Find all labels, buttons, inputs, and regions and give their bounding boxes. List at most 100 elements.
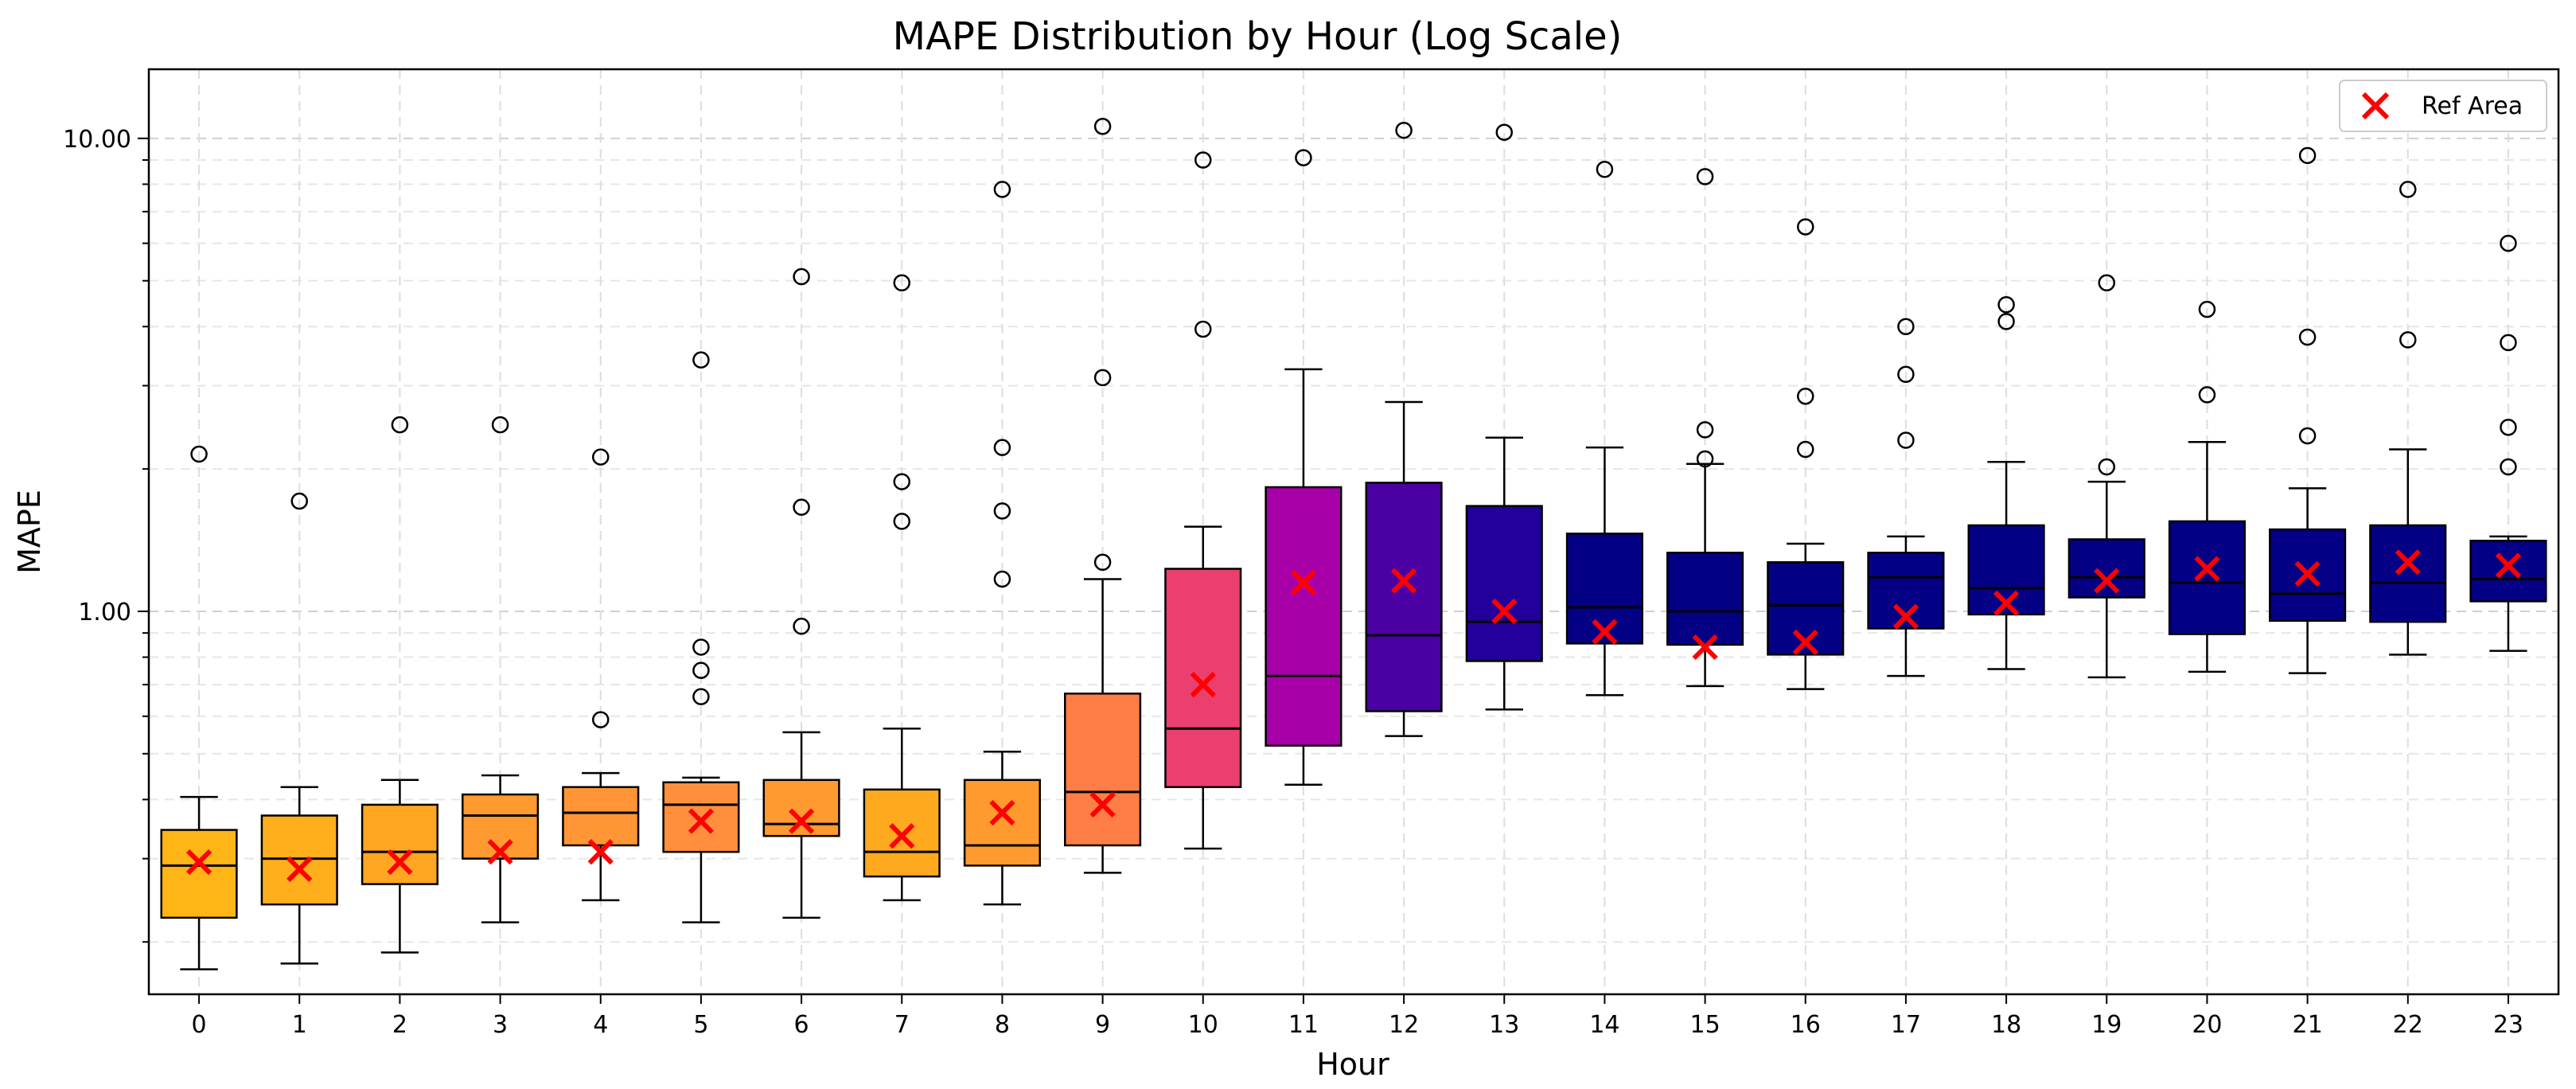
- x-tick-label: 9: [1095, 1011, 1110, 1039]
- x-tick-label: 3: [493, 1011, 508, 1039]
- box-hour-17: [1867, 318, 1945, 677]
- ref-area-marker: [1390, 568, 1417, 594]
- iqr-box: [1565, 533, 1643, 645]
- outlier-point: [692, 662, 710, 679]
- iqr-box: [1465, 505, 1543, 662]
- outlier-point: [2399, 331, 2417, 349]
- outlier-point: [893, 473, 910, 490]
- ref-area-marker: [2294, 560, 2321, 587]
- outlier-point: [290, 492, 308, 510]
- iqr-box: [160, 829, 238, 919]
- ref-area-marker: [1692, 634, 1718, 661]
- outlier-point: [1696, 168, 1714, 185]
- chart-title: MAPE Distribution by Hour (Log Scale): [893, 14, 1623, 59]
- iqr-box: [1164, 568, 1242, 788]
- box-hour-11: [1265, 149, 1343, 786]
- x-tick-label: 13: [1489, 1011, 1519, 1039]
- box-hour-16: [1767, 218, 1845, 690]
- box-hour-2: [360, 416, 438, 954]
- ref-area-marker: [1491, 598, 1518, 625]
- box-hour-19: [2067, 274, 2145, 679]
- outlier-point: [1395, 121, 1413, 139]
- box-hour-13: [1465, 123, 1543, 711]
- outlier-point: [793, 267, 810, 286]
- outlier-point: [1797, 218, 1814, 236]
- outlier-point: [592, 711, 610, 728]
- ref-area-marker: [989, 799, 1015, 826]
- outlier-point: [2500, 458, 2517, 476]
- ref-area-marker: [1290, 569, 1317, 596]
- ref-area-marker: [1792, 629, 1818, 655]
- outlier-point: [1194, 151, 1212, 169]
- box-hour-3: [462, 416, 540, 923]
- outlier-point: [1093, 553, 1112, 572]
- y-axis-label: MAPE: [12, 490, 47, 574]
- outlier-point: [491, 416, 509, 434]
- outlier-point: [2399, 181, 2417, 198]
- ref-area-marker: [487, 839, 513, 865]
- box-hour-9: [1064, 118, 1142, 874]
- ref-area-marker: [286, 856, 313, 882]
- ref-area-marker: [1089, 791, 1116, 818]
- x-tick-label: 1: [292, 1011, 307, 1039]
- outlier-point: [993, 570, 1011, 588]
- legend-frame: [2339, 80, 2547, 132]
- box-hour-12: [1365, 121, 1443, 737]
- outlier-point: [1897, 431, 1915, 449]
- x-tick-label: 5: [693, 1011, 708, 1039]
- outlier-point: [190, 445, 208, 463]
- y-tick-label: 10.00: [63, 126, 131, 154]
- x-tick-label: 15: [1689, 1011, 1720, 1039]
- outlier-point: [793, 617, 810, 635]
- ref-area-marker: [1993, 590, 2020, 616]
- box-hour-10: [1164, 151, 1242, 850]
- x-tick-label: 2: [392, 1011, 407, 1039]
- box-hour-23: [2469, 234, 2547, 652]
- iqr-box: [2269, 528, 2347, 623]
- iqr-box: [1265, 486, 1343, 747]
- outlier-point: [2500, 234, 2517, 252]
- x-tick-label: 6: [794, 1011, 809, 1039]
- outlier-point: [1495, 123, 1513, 141]
- x-tick-label: 0: [192, 1011, 207, 1039]
- outlier-point: [692, 688, 710, 705]
- x-tick-label: 10: [1188, 1011, 1218, 1039]
- plot-frame: [147, 68, 2560, 996]
- x-tick-label: 14: [1589, 1011, 1619, 1039]
- box-hour-6: [762, 267, 840, 919]
- ref-area-marker: [1190, 671, 1216, 698]
- outlier-point: [1696, 421, 1714, 439]
- ref-area-marker: [387, 849, 413, 876]
- box-hour-14: [1565, 160, 1643, 697]
- x-tick-label: 4: [593, 1011, 608, 1039]
- ref-area-marker: [1592, 619, 1618, 645]
- iqr-box: [1666, 552, 1744, 646]
- iqr-box: [1064, 693, 1142, 847]
- outlier-point: [2500, 334, 2517, 352]
- box-hour-20: [2168, 300, 2246, 673]
- outlier-point: [1997, 295, 2015, 314]
- outlier-point: [993, 439, 1011, 456]
- x-tick-label: 18: [1991, 1011, 2021, 1039]
- outlier-point: [391, 416, 409, 434]
- outlier-point: [2298, 146, 2317, 165]
- box-hour-15: [1666, 168, 1744, 688]
- ref-area-marker: [2194, 556, 2220, 582]
- outlier-point: [592, 448, 610, 466]
- ref-area-marker: [185, 849, 212, 876]
- outlier-point: [2198, 300, 2216, 318]
- outlier-point: [993, 181, 1011, 198]
- outlier-point: [1093, 118, 1112, 135]
- ref-area-marker: [688, 808, 715, 834]
- ref-area-marker: [587, 839, 614, 865]
- x-tick-label: 11: [1288, 1011, 1319, 1039]
- legend-label: Ref Area: [2422, 92, 2523, 120]
- box-hour-18: [1967, 295, 2045, 670]
- ref-area-marker: [2094, 568, 2120, 594]
- outlier-point: [1997, 313, 2015, 330]
- outlier-point: [1897, 318, 1915, 335]
- outlier-point: [692, 351, 710, 369]
- box-hour-21: [2269, 146, 2347, 674]
- outlier-point: [1797, 387, 1814, 405]
